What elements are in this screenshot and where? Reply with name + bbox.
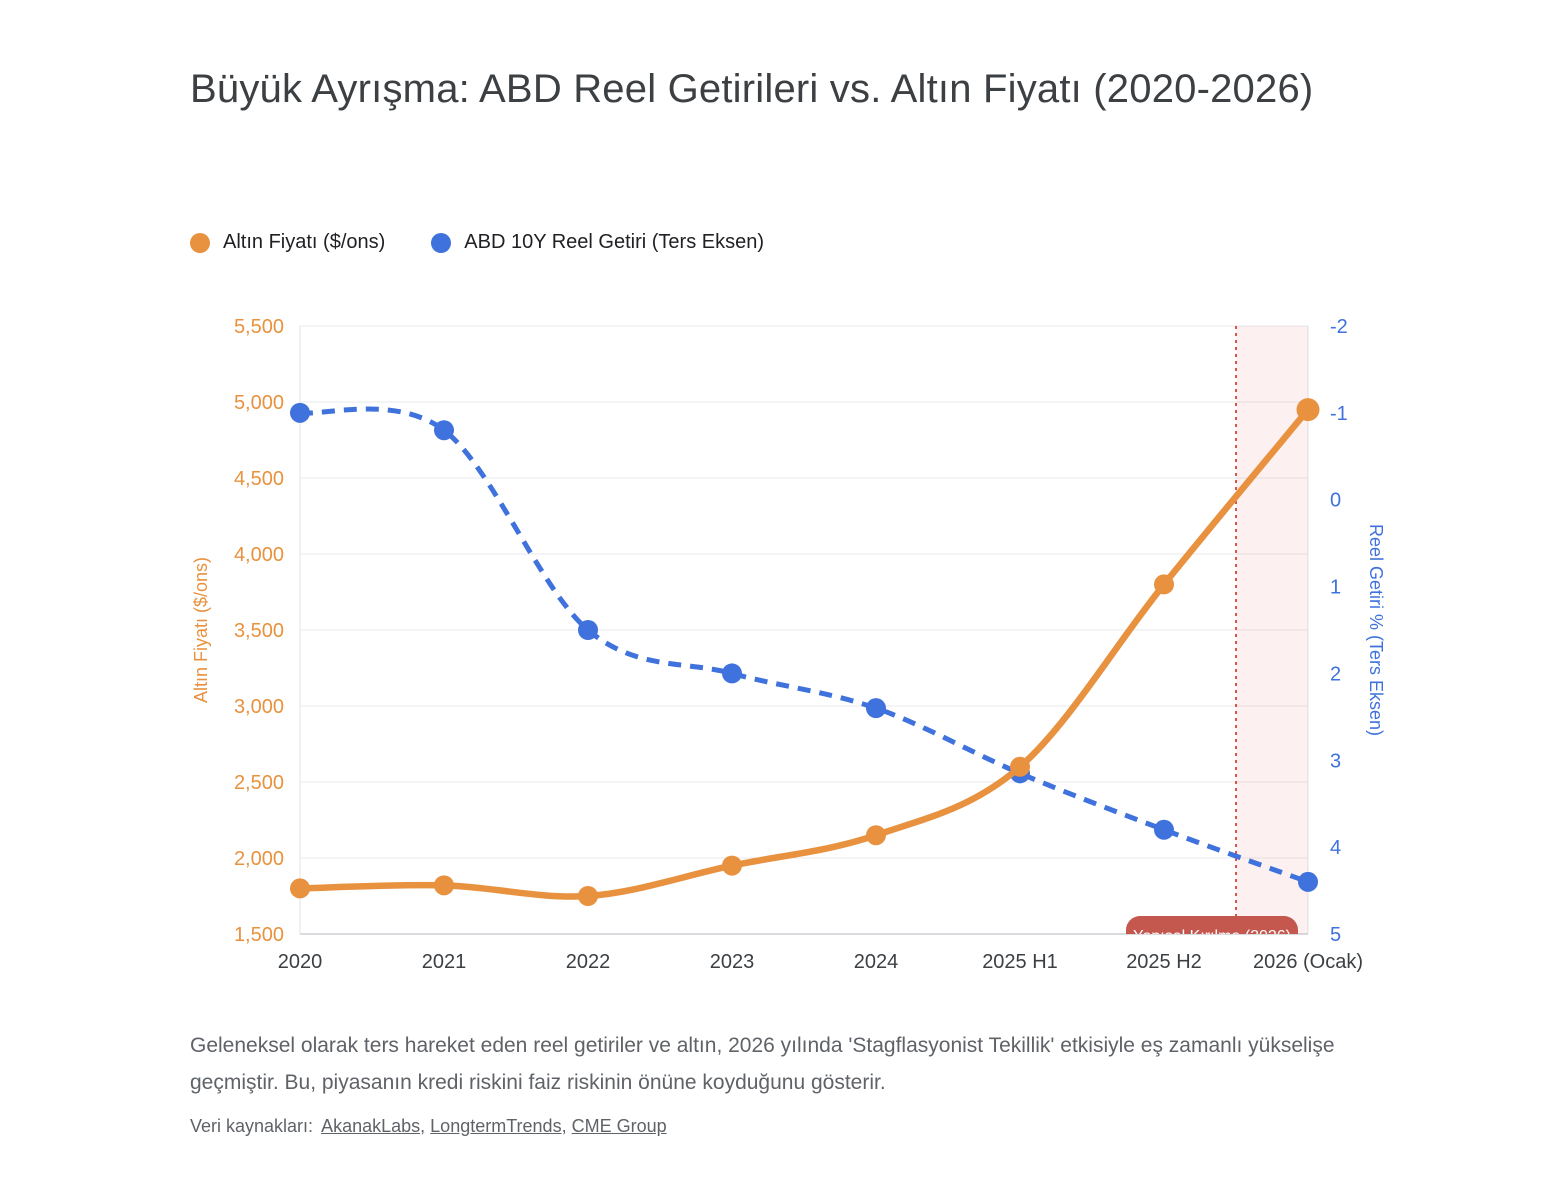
svg-text:5,000: 5,000 <box>234 392 284 414</box>
annotation-band <box>1236 326 1308 934</box>
legend-label-real-yield: ABD 10Y Reel Getiri (Ters Eksen) <box>464 231 765 253</box>
data-point <box>578 620 598 640</box>
left-axis-ticks: 1,500 2,000 2,500 3,000 3,500 4,000 4,500 5,000… <box>234 316 284 946</box>
svg-text:3,500: 3,500 <box>234 620 284 642</box>
data-point <box>1296 398 1320 422</box>
svg-text:4,000: 4,000 <box>234 544 284 566</box>
legend-item-real-yield: ABD 10Y Reel Getiri (Ters Eksen) <box>431 231 764 254</box>
data-point <box>1154 819 1174 840</box>
chart: 1,500 2,000 2,500 3,000 3,500 4,000 4,500 5,000… <box>191 316 1386 973</box>
svg-text:5,500: 5,500 <box>234 316 284 338</box>
data-sources: Veri kaynakları: AkanakLabs, LongtermTre… <box>190 1116 1380 1137</box>
svg-text:-1: -1 <box>1330 403 1348 425</box>
page-title: Büyük Ayrışma: ABD Reel Getirileri vs. A… <box>190 67 1314 111</box>
svg-text:3,000: 3,000 <box>234 696 284 718</box>
legend-label-gold: Altın Fiyatı ($/ons) <box>223 231 386 253</box>
data-point <box>866 698 886 719</box>
source-link-akanaklabs[interactable]: AkanakLabs <box>321 1116 421 1136</box>
data-point <box>290 402 310 423</box>
svg-text:2: 2 <box>1330 663 1341 685</box>
svg-text:2,000: 2,000 <box>234 848 284 870</box>
data-point <box>1298 871 1318 892</box>
series-gold <box>290 398 1320 906</box>
x-axis-ticks: 2020 2021 2022 2023 2024 2025 H1 2025 H2 2026 (… <box>278 951 1363 973</box>
series-real-yield <box>290 402 1318 892</box>
svg-text:2025 H2: 2025 H2 <box>1126 951 1202 973</box>
svg-text:2023: 2023 <box>710 951 755 973</box>
svg-text:-2: -2 <box>1330 316 1348 338</box>
svg-text:2022: 2022 <box>566 951 611 973</box>
data-point <box>1154 574 1174 595</box>
svg-text:4: 4 <box>1330 837 1341 859</box>
data-point <box>1010 756 1030 777</box>
data-point <box>434 875 454 896</box>
gridlines <box>299 325 1309 935</box>
annotation-badge-label: Yapısal Kırılma (2026) <box>1133 928 1291 945</box>
svg-text:4,500: 4,500 <box>234 468 284 490</box>
svg-text:3: 3 <box>1330 750 1341 772</box>
right-axis-title: Reel Getiri % (Ters Eksen) <box>1366 524 1386 736</box>
sources-separator: , <box>420 1116 431 1136</box>
svg-text:0: 0 <box>1330 490 1341 512</box>
svg-text:2025 H1: 2025 H1 <box>982 951 1058 973</box>
data-point <box>722 855 742 876</box>
chart-caption: Geleneksel olarak ters hareket eden reel… <box>190 1034 1335 1094</box>
svg-text:2024: 2024 <box>854 951 899 973</box>
data-point <box>722 663 742 684</box>
legend-item-gold: Altın Fiyatı ($/ons) <box>190 231 385 254</box>
legend-marker-real-yield-icon <box>431 232 452 253</box>
data-point <box>434 420 454 441</box>
sources-separator: , <box>561 1116 572 1136</box>
data-point <box>866 825 886 846</box>
svg-text:1: 1 <box>1330 577 1341 599</box>
data-point <box>290 878 310 899</box>
svg-text:2,500: 2,500 <box>234 772 284 794</box>
source-link-cmegroup[interactable]: CME Group <box>571 1116 667 1136</box>
sources-prefix: Veri kaynakları: <box>190 1116 314 1136</box>
data-point <box>578 886 598 906</box>
right-axis-ticks: -2 -1 0 1 2 3 4 5 <box>1330 316 1348 946</box>
left-axis-title: Altın Fiyatı ($/ons) <box>191 557 211 703</box>
svg-text:1,500: 1,500 <box>234 924 284 946</box>
source-link-longtermtrends[interactable]: LongtermTrends <box>430 1116 562 1136</box>
svg-text:2026 (Ocak): 2026 (Ocak) <box>1253 951 1363 973</box>
svg-text:5: 5 <box>1330 924 1341 946</box>
legend: Altın Fiyatı ($/ons) ABD 10Y Reel Getiri… <box>190 231 764 254</box>
annotation-badge: Yapısal Kırılma (2026) <box>1126 916 1298 945</box>
legend-marker-gold-icon <box>190 232 210 253</box>
svg-text:2021: 2021 <box>422 951 467 973</box>
svg-text:2020: 2020 <box>278 951 323 973</box>
